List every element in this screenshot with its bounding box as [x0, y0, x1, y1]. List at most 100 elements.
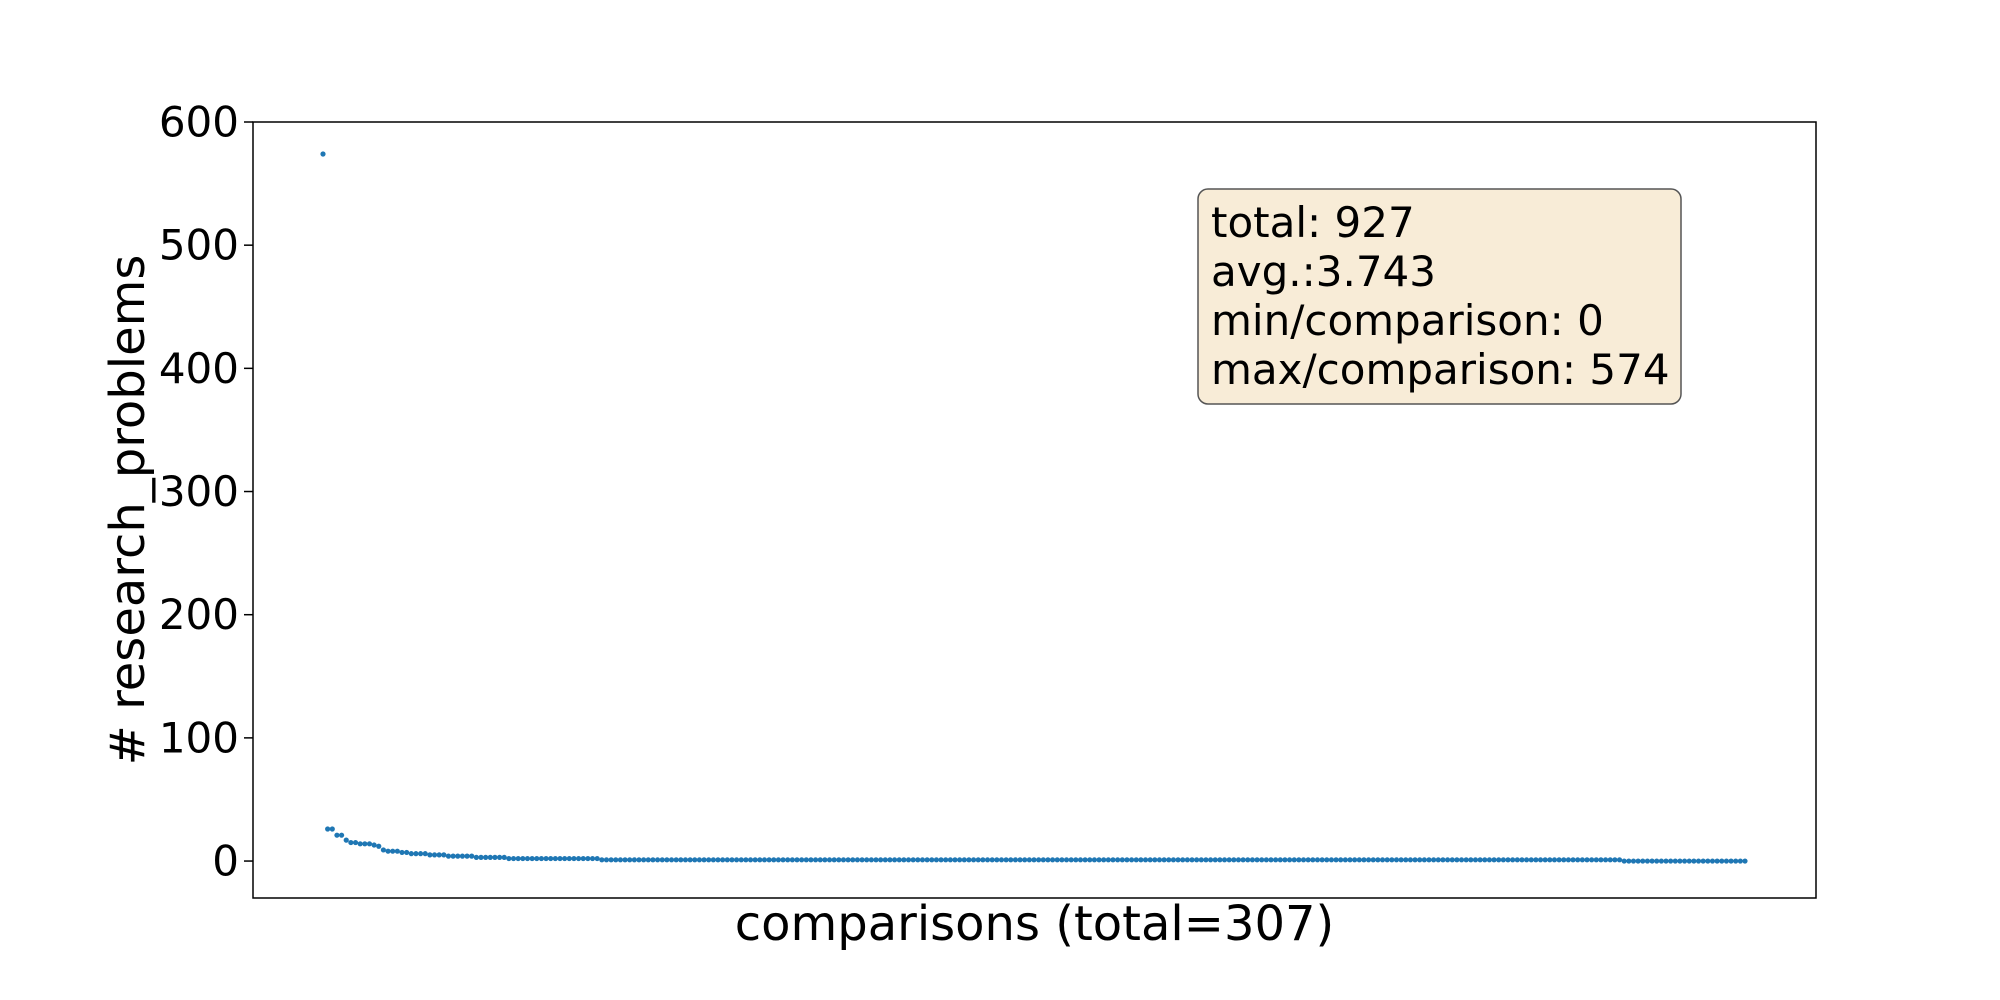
data-point [980, 857, 986, 863]
data-point [1166, 857, 1172, 863]
data-point [1212, 857, 1218, 863]
data-point [1226, 857, 1232, 863]
data-point [1658, 858, 1664, 864]
data-point [1063, 857, 1070, 863]
data-point [1370, 857, 1376, 863]
data-point [1607, 857, 1613, 863]
data-point [445, 853, 452, 859]
data-point [469, 853, 475, 859]
data-point [882, 857, 888, 863]
data-point [887, 857, 893, 863]
data-point [1249, 857, 1256, 863]
data-point [1003, 857, 1009, 863]
data-point [617, 857, 624, 863]
data-point [631, 857, 637, 863]
data-point [1635, 858, 1641, 864]
data-point [724, 857, 730, 863]
data-point [1268, 857, 1274, 863]
y-tick-label: 200 [159, 590, 239, 639]
data-point [752, 857, 758, 863]
y-tick-label: 300 [159, 467, 239, 516]
data-point [1189, 857, 1195, 863]
data-point [1482, 857, 1488, 863]
data-point [1147, 857, 1153, 863]
data-point [687, 857, 693, 863]
data-point [747, 857, 754, 863]
y-tick-label: 500 [159, 221, 239, 270]
data-point [1649, 858, 1655, 864]
data-point [989, 857, 995, 863]
data-point [905, 857, 912, 863]
data-point [668, 857, 675, 863]
data-point [761, 857, 768, 863]
data-point [1621, 858, 1627, 864]
data-point [1161, 857, 1167, 863]
y-tick-label: 600 [159, 98, 239, 147]
data-point [520, 855, 526, 862]
data-point [1593, 857, 1599, 863]
data-point [998, 857, 1005, 863]
data-point [650, 857, 656, 863]
data-point [1547, 857, 1553, 863]
data-point [1412, 857, 1418, 863]
data-point [1194, 857, 1200, 863]
data-point [794, 857, 800, 863]
data-point [1417, 857, 1423, 863]
data-point [1486, 857, 1493, 863]
data-point [692, 857, 698, 863]
data-point [1022, 857, 1028, 863]
data-point [566, 855, 572, 862]
data-point [766, 857, 772, 863]
data-point [399, 849, 405, 856]
data-point [1449, 857, 1455, 863]
data-point [1681, 858, 1688, 864]
data-point [1398, 857, 1404, 863]
data-point [1733, 858, 1739, 864]
data-point [1705, 858, 1711, 864]
y-tick-label: 100 [159, 713, 239, 762]
data-point [943, 857, 949, 863]
data-point [817, 857, 823, 863]
data-point [1565, 857, 1572, 863]
data-point [1119, 857, 1125, 863]
data-point [775, 857, 782, 863]
data-point [1589, 857, 1595, 863]
data-points [320, 151, 1748, 864]
data-point [1719, 858, 1725, 864]
data-point [1235, 857, 1242, 863]
data-point [831, 857, 837, 863]
data-point [859, 857, 865, 863]
data-point [390, 848, 396, 854]
data-point [896, 857, 902, 863]
data-point [1300, 857, 1307, 863]
data-point [1240, 857, 1246, 863]
data-point [1277, 857, 1283, 863]
data-point [1644, 858, 1651, 864]
data-point [1110, 857, 1116, 863]
data-point [933, 857, 940, 863]
data-point [1570, 857, 1576, 863]
data-point [320, 151, 326, 157]
data-point [1365, 857, 1372, 863]
data-point [1695, 858, 1702, 864]
stats-max-per-comparison: max/comparison: 574 [1211, 345, 1670, 394]
data-point [1138, 857, 1144, 863]
data-point [1105, 857, 1111, 863]
data-point [1426, 857, 1432, 863]
data-point [785, 857, 791, 863]
data-point [343, 837, 349, 843]
data-point [1310, 857, 1316, 863]
data-point [376, 843, 382, 849]
data-point [1198, 857, 1204, 863]
data-point [919, 857, 926, 863]
data-point [325, 826, 331, 832]
data-point [1217, 857, 1223, 863]
data-point [548, 855, 554, 862]
data-point [1602, 857, 1609, 863]
data-point [473, 854, 479, 860]
data-point [1403, 857, 1409, 863]
data-point [1026, 857, 1032, 863]
data-point [338, 832, 345, 838]
data-point [1101, 857, 1107, 863]
data-point [1231, 857, 1237, 863]
